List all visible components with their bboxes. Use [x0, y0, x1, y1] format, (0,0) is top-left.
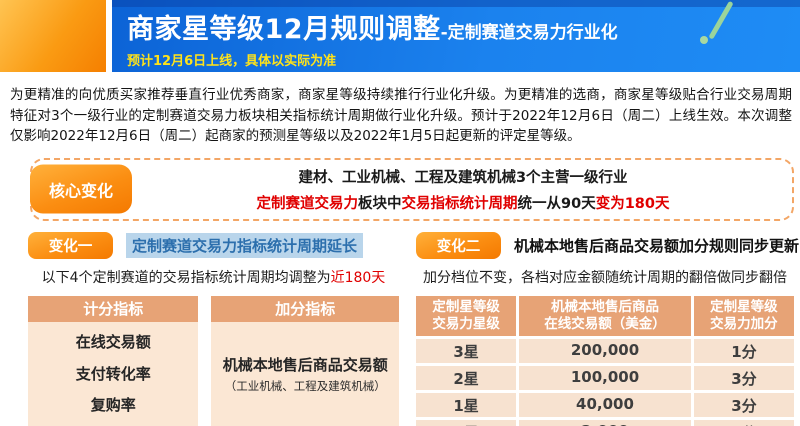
bonus-table-cell: 2星	[416, 366, 517, 391]
bonus-table-header-cell: 定制星等级 交易力加分	[693, 295, 794, 337]
scoring-indicator-item: 支付转化率	[75, 364, 151, 383]
change-two-badge: 变化二	[416, 231, 501, 259]
bonus-table-header-cell: 机械本地售后商品 在线交易额（美金）	[519, 295, 691, 337]
change-one-subtitle-highlight: 近180天	[330, 269, 386, 286]
bonus-table-cell: 2,000	[519, 420, 691, 426]
bonus-table-header-cell: 定制星等级 交易力星级	[416, 295, 517, 337]
decorative-dot-icon	[700, 36, 708, 44]
bonus-indicators-card-header: 加分指标	[211, 295, 399, 322]
bonus-indicators-card-body: 机械本地售后商品交易额 （工业机械、工程及建筑机械）	[211, 321, 399, 426]
bonus-table: 定制星等级 交易力星级 机械本地售后商品 在线交易额（美金） 定制星等级 交易力加分 3星 2…	[416, 295, 794, 426]
scoring-indicators-card: 计分指标 在线交易额支付转化率复购率	[28, 295, 199, 426]
bonus-table-cell: 3星	[416, 339, 517, 364]
core-change-line2-part: 统一从90天	[517, 195, 596, 212]
header: 商家星等级12月规则调整-定制赛道交易力行业化 预计12月6日上线，具体以实际为…	[0, 0, 800, 72]
indicator-cards: 计分指标 在线交易额支付转化率复购率 加分指标 机械本地售后商品交易额 （工业机…	[28, 295, 399, 426]
core-change-line2-part: 交易指标统计周期	[401, 195, 518, 212]
core-change-line2-part: 变为180天	[595, 195, 670, 212]
bonus-table-cell: 100,000	[519, 366, 691, 391]
scoring-indicator-item: 在线交易额	[75, 333, 151, 352]
bonus-table-cell: 1分	[693, 339, 794, 364]
core-change-line2-part: 定制赛道交易力	[256, 195, 359, 212]
scoring-indicators-card-body: 在线交易额支付转化率复购率	[28, 321, 199, 426]
bonus-indicator-sub: （工业机械、工程及建筑机械）	[224, 379, 386, 394]
bonus-table-cell: 3分	[693, 366, 794, 391]
page-title-suffix: -定制赛道交易力行业化	[440, 23, 618, 43]
change-one-subtitle-text: 以下4个定制赛道的交易指标统计周期均调整为	[41, 269, 331, 286]
page-title: 商家星等级12月规则调整	[127, 14, 441, 45]
changes-columns: 变化一 定制赛道交易力指标统计周期延长 以下4个定制赛道的交易指标统计周期均调整…	[28, 231, 799, 426]
core-change-badge: 核心变化	[30, 164, 132, 214]
bonus-indicators-card: 加分指标 机械本地售后商品交易额 （工业机械、工程及建筑机械）	[211, 295, 399, 426]
bonus-table-cell: 40,000	[519, 393, 691, 418]
change-two-subtitle: 加分档位不变，各档对应金额随统计周期的翻倍做同步翻倍	[423, 269, 787, 286]
change-one-title: 定制赛道交易力指标统计周期延长	[126, 232, 364, 258]
change-one-section: 变化一 定制赛道交易力指标统计周期延长 以下4个定制赛道的交易指标统计周期均调整…	[28, 231, 399, 426]
change-one-subtitle: 以下4个定制赛道的交易指标统计周期均调整为近180天	[28, 267, 399, 287]
bonus-table-cell: 0星	[416, 420, 517, 426]
intro-paragraph: 为更精准的向优质买家推荐垂直行业优秀商家，商家星等级持续推行行业化升级。为更精准…	[10, 87, 792, 145]
launch-date-note: 预计12月6日上线，具体以实际为准	[127, 54, 337, 69]
change-one-header-row: 变化一 定制赛道交易力指标统计周期延长	[28, 231, 399, 259]
header-banner: 商家星等级12月规则调整-定制赛道交易力行业化 预计12月6日上线，具体以实际为…	[112, 0, 800, 72]
bonus-table-cell: 1星	[416, 393, 517, 418]
bonus-indicator-main: 机械本地售后商品交易额	[222, 356, 388, 375]
header-orange-block	[0, 0, 106, 72]
change-two-title: 机械本地售后商品交易额加分规则同步更新	[514, 236, 800, 255]
core-change-line2: 定制赛道交易力板块中交易指标统计周期统一从90天变为180天	[257, 192, 670, 213]
core-change-box: 核心变化 建材、工业机械、工程及建筑机械3个主营一级行业 定制赛道交易力板块中交…	[30, 157, 794, 221]
scoring-indicators-card-header: 计分指标	[28, 295, 199, 322]
core-change-line2-part: 板块中	[358, 195, 402, 212]
bonus-table-cell: 200,000	[519, 339, 691, 364]
change-two-section: 变化二 机械本地售后商品交易额加分规则同步更新 加分档位不变，各档对应金额随统计…	[416, 231, 799, 426]
core-change-line1: 建材、工业机械、工程及建筑机械3个主营一级行业	[298, 169, 628, 186]
change-one-badge: 变化一	[28, 231, 113, 259]
bonus-table-cell: 3分	[693, 420, 794, 426]
scoring-indicator-item: 复购率	[90, 396, 136, 415]
bonus-table-cell: 3分	[693, 393, 794, 418]
change-two-header-row: 变化二 机械本地售后商品交易额加分规则同步更新	[416, 231, 799, 259]
banner-title: 商家星等级12月规则调整-定制赛道交易力行业化	[127, 7, 800, 46]
